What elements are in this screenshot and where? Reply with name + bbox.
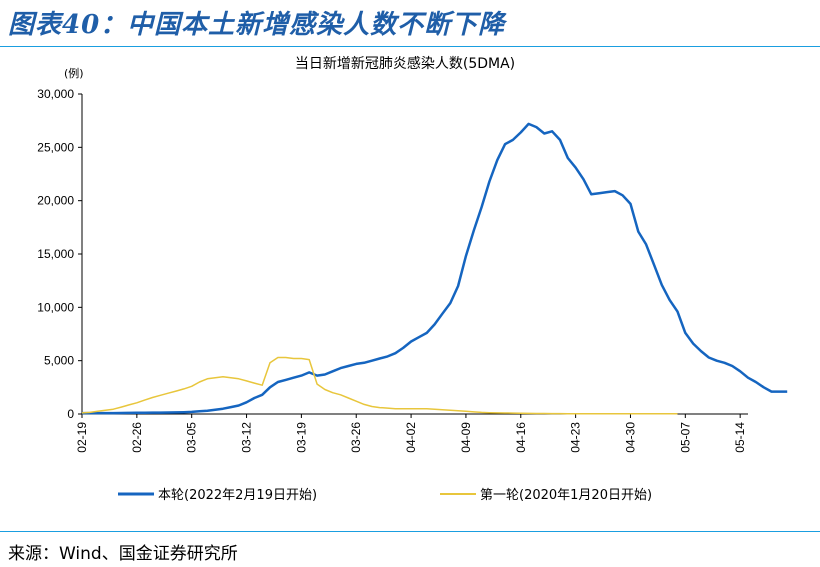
x-tick-label: 03-12	[240, 422, 254, 453]
x-tick-label: 03-19	[294, 422, 308, 453]
legend: 本轮(2022年2月19日开始) 第一轮(2020年1月20日开始)	[118, 488, 652, 503]
y-tick-label: 5,000	[44, 354, 74, 368]
footer-rule	[0, 531, 820, 532]
x-tick-label: 04-23	[569, 422, 583, 453]
header-rule	[0, 46, 820, 47]
legend-label-2: 第一轮(2020年1月20日开始)	[480, 488, 652, 503]
x-tick-label: 04-02	[404, 422, 418, 453]
line-chart: 当日新增新冠肺炎感染人数(5DMA) (例) 0 5,000 10,000 15,00…	[37, 55, 788, 503]
series-line-1	[82, 122, 788, 415]
legend-label-1: 本轮(2022年2月19日开始)	[158, 488, 317, 503]
x-tick-label: 03-26	[349, 422, 363, 453]
x-axis-ticks: 02-19 02-26 03-05 03-12 03-19 03-26 04-02 04-09…	[75, 414, 747, 453]
source-note: 来源：Wind、国金证券研究所	[8, 544, 238, 564]
x-tick-label: 02-26	[130, 422, 144, 453]
x-tick-label: 02-19	[75, 422, 89, 453]
y-tick-label: 25,000	[37, 140, 74, 154]
x-tick-label: 04-30	[623, 422, 637, 453]
x-tick-label: 04-09	[459, 422, 473, 453]
y-unit-label: (例)	[64, 66, 84, 80]
figure-title: 图表40：中国本土新增感染人数不断下降	[8, 10, 506, 40]
x-tick-label: 05-14	[733, 422, 747, 453]
y-tick-label: 20,000	[37, 194, 74, 208]
chart-title: 当日新增新冠肺炎感染人数(5DMA)	[295, 55, 515, 72]
y-axis-ticks: 0 5,000 10,000 15,000 20,000 25,000 30,000	[37, 87, 82, 421]
y-tick-label: 0	[67, 407, 74, 421]
series-line-2	[81, 356, 678, 415]
y-tick-label: 10,000	[37, 300, 74, 314]
y-tick-label: 30,000	[37, 87, 74, 101]
x-tick-label: 03-05	[185, 422, 199, 453]
axes	[81, 94, 748, 415]
y-tick-label: 15,000	[37, 247, 74, 261]
x-tick-label: 05-07	[678, 422, 692, 453]
series-lines	[81, 122, 788, 415]
x-tick-label: 04-16	[514, 422, 528, 453]
